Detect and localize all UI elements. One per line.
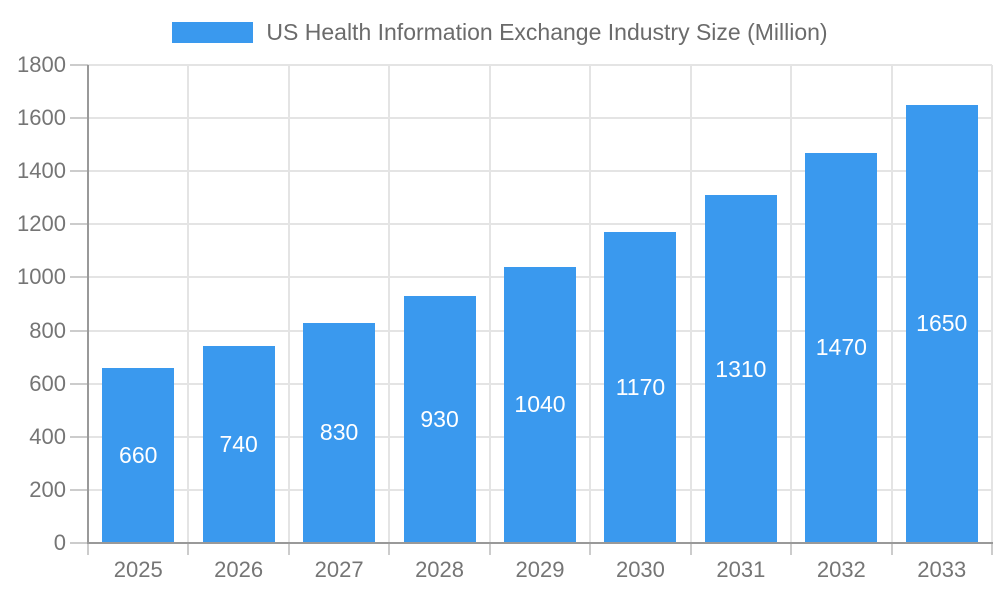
bar-2031: 1310 xyxy=(704,195,777,543)
v-gridline xyxy=(890,65,893,543)
x-axis-tick xyxy=(87,543,89,555)
v-gridline xyxy=(187,65,190,543)
y-axis-tick xyxy=(70,117,88,120)
y-axis-tick xyxy=(70,64,88,66)
bar-2027: 830 xyxy=(303,322,376,543)
y-axis-tick xyxy=(70,276,88,279)
v-gridline xyxy=(287,65,290,543)
v-gridline xyxy=(589,65,592,543)
bar-value-label: 660 xyxy=(119,441,158,468)
bar-value-label: 1470 xyxy=(815,334,867,361)
x-axis-tick xyxy=(689,543,692,555)
x-tick-label-2030: 2030 xyxy=(615,557,665,582)
bar-2033: 1650 xyxy=(905,104,978,543)
y-tick-label-800: 800 xyxy=(29,317,66,343)
h-gridline xyxy=(88,170,992,173)
bar-2025: 660 xyxy=(102,367,175,543)
x-axis-tick xyxy=(287,543,290,555)
v-gridline xyxy=(790,65,793,543)
x-axis-tick xyxy=(890,543,893,555)
y-axis-tick xyxy=(70,223,88,226)
x-axis-tick xyxy=(991,543,993,555)
y-tick-label-200: 200 xyxy=(29,476,66,502)
bar-2029: 1040 xyxy=(504,266,576,543)
y-tick-label-400: 400 xyxy=(29,423,66,449)
x-tick-label-2033: 2033 xyxy=(917,557,967,582)
v-gridline xyxy=(991,65,993,543)
x-axis-tick xyxy=(388,543,391,555)
y-tick-label-600: 600 xyxy=(29,370,66,396)
bar-value-label: 1650 xyxy=(916,310,968,337)
v-gridline xyxy=(689,65,692,543)
bar-2028: 930 xyxy=(403,296,476,543)
v-gridline xyxy=(388,65,391,543)
x-axis-tick xyxy=(790,543,793,555)
x-tick-label-2032: 2032 xyxy=(816,557,866,582)
bar-value-label: 830 xyxy=(319,419,359,446)
legend[interactable]: US Health Information Exchange Industry … xyxy=(0,20,1000,45)
v-gridline xyxy=(488,65,491,543)
x-tick-label-2026: 2026 xyxy=(214,557,264,582)
h-gridline xyxy=(88,117,992,120)
y-axis-tick xyxy=(70,170,88,173)
bar-value-label: 930 xyxy=(420,406,459,432)
y-tick-label-1800: 1800 xyxy=(17,52,66,77)
y-axis-tick xyxy=(70,542,88,544)
x-axis-line xyxy=(87,542,993,544)
x-tick-label-2029: 2029 xyxy=(515,557,565,582)
bar-value-label: 1040 xyxy=(514,391,566,418)
y-axis-tick xyxy=(70,488,88,491)
x-tick-label-2025: 2025 xyxy=(113,557,163,582)
x-axis-tick xyxy=(488,543,491,555)
y-axis-tick xyxy=(70,435,88,438)
legend-swatch[interactable] xyxy=(172,22,254,43)
bar-2030: 1170 xyxy=(604,232,677,543)
y-axis-line xyxy=(87,65,89,543)
h-gridline xyxy=(88,223,992,226)
y-tick-label-1400: 1400 xyxy=(17,158,66,184)
x-axis-tick xyxy=(589,543,592,555)
h-gridline xyxy=(88,64,992,66)
y-tick-label-1600: 1600 xyxy=(17,105,66,131)
x-tick-label-2027: 2027 xyxy=(314,557,364,582)
x-tick-label-2031: 2031 xyxy=(716,557,766,582)
bar-value-label: 1310 xyxy=(715,355,767,382)
y-tick-label-1200: 1200 xyxy=(17,211,66,237)
x-tick-label-2028: 2028 xyxy=(415,557,465,582)
bar-value-label: 1170 xyxy=(615,374,666,401)
bar-2026: 740 xyxy=(202,346,275,543)
bar-value-label: 740 xyxy=(219,431,258,458)
x-axis-tick xyxy=(187,543,190,555)
y-tick-label-1000: 1000 xyxy=(17,264,66,290)
y-tick-label-0: 0 xyxy=(53,530,66,555)
y-axis-tick xyxy=(70,329,88,332)
legend-label: US Health Information Exchange Industry … xyxy=(266,19,828,45)
y-axis-tick xyxy=(70,382,88,385)
bar-2032: 1470 xyxy=(805,152,878,543)
